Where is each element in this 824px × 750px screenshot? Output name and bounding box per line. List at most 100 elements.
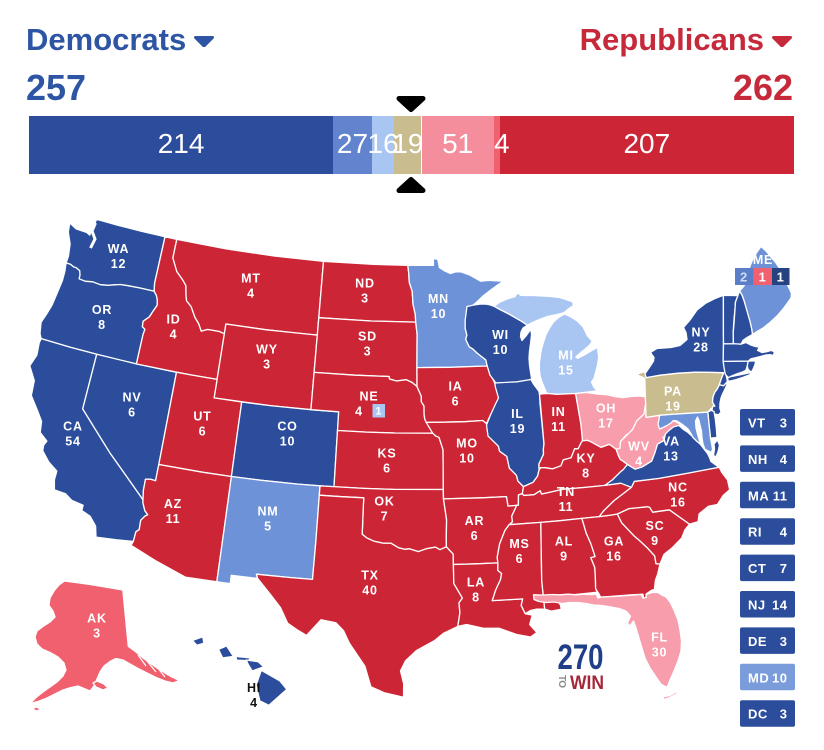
svg-text:3: 3 <box>93 627 101 641</box>
svg-text:54: 54 <box>65 435 81 449</box>
svg-text:WIN: WIN <box>570 673 604 694</box>
svg-text:PA: PA <box>664 385 682 399</box>
svg-text:VA: VA <box>662 435 680 449</box>
svg-text:OK: OK <box>374 495 394 509</box>
svg-text:NH: NH <box>748 452 768 467</box>
svg-text:MD: MD <box>748 670 769 685</box>
svg-text:MS: MS <box>509 537 529 551</box>
svg-text:MT: MT <box>241 272 261 286</box>
svg-text:MN: MN <box>428 292 449 306</box>
svg-text:TX: TX <box>361 569 379 583</box>
svg-text:3: 3 <box>364 345 372 359</box>
svg-text:AZ: AZ <box>164 497 182 511</box>
svg-text:19: 19 <box>510 422 526 436</box>
svg-text:3: 3 <box>780 416 788 431</box>
svg-text:WV: WV <box>628 440 650 454</box>
svg-text:3: 3 <box>780 634 788 649</box>
svg-text:RI: RI <box>748 525 762 540</box>
svg-text:AR: AR <box>465 514 485 528</box>
svg-text:CT: CT <box>748 561 766 576</box>
svg-text:DE: DE <box>748 634 767 649</box>
svg-text:NE: NE <box>360 390 379 404</box>
svg-text:10: 10 <box>280 435 296 449</box>
svg-text:1: 1 <box>777 270 785 285</box>
svg-text:6: 6 <box>452 395 460 409</box>
svg-text:1: 1 <box>759 270 767 285</box>
svg-text:16: 16 <box>670 496 686 510</box>
svg-text:TN: TN <box>557 485 575 499</box>
svg-text:6: 6 <box>128 406 136 420</box>
svg-text:11: 11 <box>166 512 181 526</box>
svg-text:ID: ID <box>166 313 180 327</box>
svg-text:4: 4 <box>780 452 788 467</box>
svg-text:10: 10 <box>772 670 787 685</box>
svg-text:SC: SC <box>646 519 665 533</box>
svg-text:11: 11 <box>559 500 574 514</box>
svg-text:DC: DC <box>748 707 768 722</box>
svg-text:14: 14 <box>772 598 788 613</box>
svg-text:2: 2 <box>740 270 748 285</box>
svg-text:8: 8 <box>582 467 590 481</box>
svg-text:270: 270 <box>558 638 604 677</box>
svg-text:HI: HI <box>247 681 261 695</box>
svg-text:IL: IL <box>511 407 524 421</box>
svg-text:WI: WI <box>492 328 509 342</box>
svg-text:AL: AL <box>555 535 573 549</box>
svg-text:6: 6 <box>199 425 207 439</box>
svg-text:CA: CA <box>63 420 83 434</box>
svg-text:10: 10 <box>431 307 447 321</box>
svg-text:VT: VT <box>748 416 766 431</box>
svg-text:19: 19 <box>665 400 681 414</box>
svg-text:7: 7 <box>780 561 788 576</box>
svg-text:AK: AK <box>87 612 107 626</box>
svg-text:28: 28 <box>693 341 709 355</box>
svg-text:16: 16 <box>606 550 622 564</box>
svg-text:13: 13 <box>663 450 679 464</box>
svg-text:NY: NY <box>692 326 711 340</box>
svg-text:8: 8 <box>98 318 106 332</box>
svg-text:1: 1 <box>375 406 382 418</box>
svg-text:12: 12 <box>111 257 127 271</box>
svg-text:MO: MO <box>456 437 478 451</box>
svg-text:LA: LA <box>467 576 485 590</box>
svg-text:4: 4 <box>780 525 788 540</box>
svg-text:TO: TO <box>556 675 567 688</box>
svg-text:MA: MA <box>748 488 769 503</box>
svg-text:11: 11 <box>551 420 566 434</box>
svg-text:SD: SD <box>358 330 377 344</box>
svg-text:KY: KY <box>577 452 596 466</box>
svg-text:11: 11 <box>773 488 788 503</box>
svg-text:OR: OR <box>92 303 112 317</box>
svg-text:9: 9 <box>560 550 568 564</box>
svg-text:4: 4 <box>635 455 643 469</box>
svg-text:30: 30 <box>652 646 668 660</box>
svg-text:MI: MI <box>558 349 574 363</box>
svg-text:7: 7 <box>381 510 389 524</box>
svg-text:4: 4 <box>247 287 255 301</box>
svg-text:CO: CO <box>277 420 297 434</box>
svg-text:6: 6 <box>471 529 479 543</box>
svg-text:3: 3 <box>780 707 788 722</box>
svg-text:OH: OH <box>596 402 616 416</box>
svg-text:3: 3 <box>361 292 369 306</box>
svg-text:10: 10 <box>493 343 509 357</box>
svg-text:9: 9 <box>651 534 659 548</box>
svg-text:NM: NM <box>257 505 278 519</box>
svg-text:FL: FL <box>651 631 668 645</box>
svg-text:17: 17 <box>598 417 614 431</box>
svg-text:IN: IN <box>551 405 565 419</box>
svg-text:15: 15 <box>558 364 574 378</box>
svg-text:6: 6 <box>383 462 391 476</box>
svg-text:10: 10 <box>459 452 475 466</box>
svg-text:4: 4 <box>355 405 363 419</box>
svg-text:ND: ND <box>355 277 375 291</box>
svg-text:WY: WY <box>256 343 278 357</box>
svg-text:NJ: NJ <box>748 598 766 613</box>
svg-text:6: 6 <box>516 552 524 566</box>
svg-text:ME: ME <box>753 253 773 267</box>
svg-text:3: 3 <box>263 358 271 372</box>
svg-text:GA: GA <box>604 535 624 549</box>
svg-text:NC: NC <box>668 481 688 495</box>
svg-text:WA: WA <box>108 242 130 256</box>
svg-text:UT: UT <box>193 410 211 424</box>
